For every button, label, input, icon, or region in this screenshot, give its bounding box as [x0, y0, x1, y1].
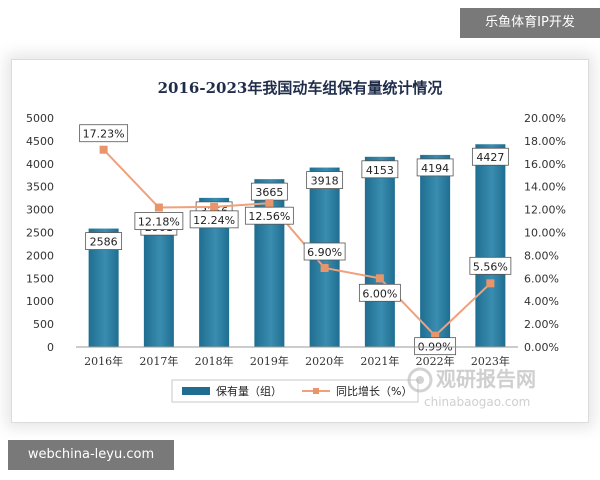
pct-label-box: [414, 337, 457, 356]
growth-point: [375, 274, 384, 283]
x-axis-tick-label: 2017年: [139, 354, 178, 368]
x-axis-tick-label: 2016年: [84, 354, 123, 368]
x-axis-tick-label: 2018年: [195, 354, 234, 368]
chart-svg: 2016-2023年我国动车组保有量统计情况 25862901325636653…: [26, 79, 566, 409]
x-axis-tick-label: 2022年: [416, 354, 455, 368]
right-axis-tick-label: 10.00%: [524, 227, 566, 240]
growth-point: [486, 279, 495, 288]
brand-overlay-bottom: webchina-leyu.com: [8, 440, 174, 470]
pct-value-label: 17.23%: [83, 128, 125, 141]
left-axis-tick-label: 1500: [26, 272, 54, 285]
pct-label-box: [134, 212, 184, 230]
left-axis-ticks: 0 500 1000 1500 2000 2500 3000 3500 4000 4500 5000: [26, 112, 54, 354]
left-axis-tick-label: 3000: [26, 204, 54, 217]
bar-value-label: 4153: [366, 164, 394, 177]
bar-label-box: [416, 158, 454, 177]
legend-line-label: 同比增长（%）: [336, 384, 412, 398]
pct-label-box: [79, 124, 129, 143]
watermark-logo-dot: [416, 376, 424, 384]
right-axis-tick-label: 6.00%: [524, 272, 559, 285]
right-axis-tick-label: 2.00%: [524, 318, 559, 331]
left-axis-tick-label: 4500: [26, 135, 54, 148]
right-axis-tick-label: 20.00%: [524, 112, 566, 125]
bar-label-box: [361, 160, 399, 179]
growth-point: [431, 331, 440, 340]
right-axis-tick-label: 4.00%: [524, 295, 559, 308]
bar-value-label: 2586: [90, 236, 118, 249]
watermark-logo-icon: [407, 367, 433, 393]
legend: 保有量（组） 同比增长（%）: [171, 379, 419, 403]
x-axis-tick-label: 2021年: [360, 354, 399, 368]
left-axis-tick-label: 5000: [26, 112, 54, 125]
x-axis-tick-label: 2023年: [471, 354, 510, 368]
left-axis-tick-label: 4000: [26, 158, 54, 171]
pct-value-label: 5.56%: [473, 260, 508, 273]
left-axis-tick-label: 500: [33, 318, 54, 331]
pct-value-label: 12.18%: [138, 216, 180, 229]
right-axis-tick-label: 12.00%: [524, 204, 566, 217]
x-axis-tick-label: 2019年: [250, 354, 289, 368]
pct-label-box: [244, 206, 294, 225]
growth-point: [320, 263, 329, 272]
brand-overlay-top: 乐鱼体育IP开发: [460, 8, 600, 38]
bar-value-label: 3665: [255, 186, 283, 199]
pct-value-label: 12.56%: [248, 210, 290, 223]
watermark-url: chinabaogao.com: [424, 395, 530, 409]
bar: [475, 144, 506, 347]
pct-value-label: 6.00%: [362, 287, 397, 300]
line-layer: 17.23%12.18% 12.24% 12.56%6.90%6.00%0.99%5…: [79, 124, 512, 356]
watermark: 观研报告网 chinabaogao.com: [407, 367, 536, 409]
bar: [420, 154, 451, 347]
right-axis-tick-label: 18.00%: [524, 135, 566, 148]
right-axis-tick-label: 8.00%: [524, 249, 559, 262]
growth-point: [210, 202, 219, 211]
bar: [364, 156, 395, 347]
bar: [143, 214, 174, 347]
pct-label-box: [358, 283, 401, 302]
left-axis-tick-label: 1000: [26, 295, 54, 308]
bars-layer: 25862901325636653918415341944427: [85, 144, 509, 347]
pct-label-box: [189, 210, 239, 229]
bar-value-label: 4427: [476, 151, 504, 164]
growth-point: [154, 203, 163, 212]
growth-point: [265, 199, 274, 208]
bar-label-box: [471, 147, 509, 166]
x-axis-tick-label: 2020年: [305, 354, 344, 368]
chart-title: 2016-2023年我国动车组保有量统计情况: [158, 79, 443, 97]
bar-label-box: [85, 232, 123, 250]
right-axis-ticks: 0.00% 2.00% 4.00% 6.00% 8.00% 10.00% 12.00% 14.…: [524, 112, 566, 354]
pct-label-box: [303, 242, 346, 261]
legend-bar-label: 保有量（组）: [216, 384, 282, 398]
pct-value-label: 6.90%: [307, 246, 342, 259]
left-axis-tick-label: 0: [47, 341, 54, 354]
bar-label-box: [306, 171, 344, 189]
legend-line-marker: [313, 388, 319, 394]
chart-panel: 2016-2023年我国动车组保有量统计情况 25862901325636653…: [12, 60, 588, 422]
left-axis-tick-label: 3500: [26, 181, 54, 194]
bar-value-label: 3918: [311, 175, 339, 188]
right-axis-tick-label: 14.00%: [524, 181, 566, 194]
growth-point: [99, 145, 108, 154]
pct-value-label: 12.24%: [193, 214, 235, 227]
right-axis-tick-label: 16.00%: [524, 158, 566, 171]
growth-line: [102, 149, 492, 338]
right-axis-tick-label: 0.00%: [524, 341, 559, 354]
left-axis-tick-label: 2000: [26, 249, 54, 262]
x-axis-ticks: 2016年 2017年 2018年 2019年 2020年 2021年 2022年 2023年: [84, 354, 510, 368]
bar-value-label: 4194: [421, 162, 449, 175]
pct-label-box: [469, 256, 512, 275]
legend-bar-swatch: [182, 387, 210, 395]
watermark-cn: 观研报告网: [436, 367, 536, 391]
left-axis-tick-label: 2500: [26, 227, 54, 240]
